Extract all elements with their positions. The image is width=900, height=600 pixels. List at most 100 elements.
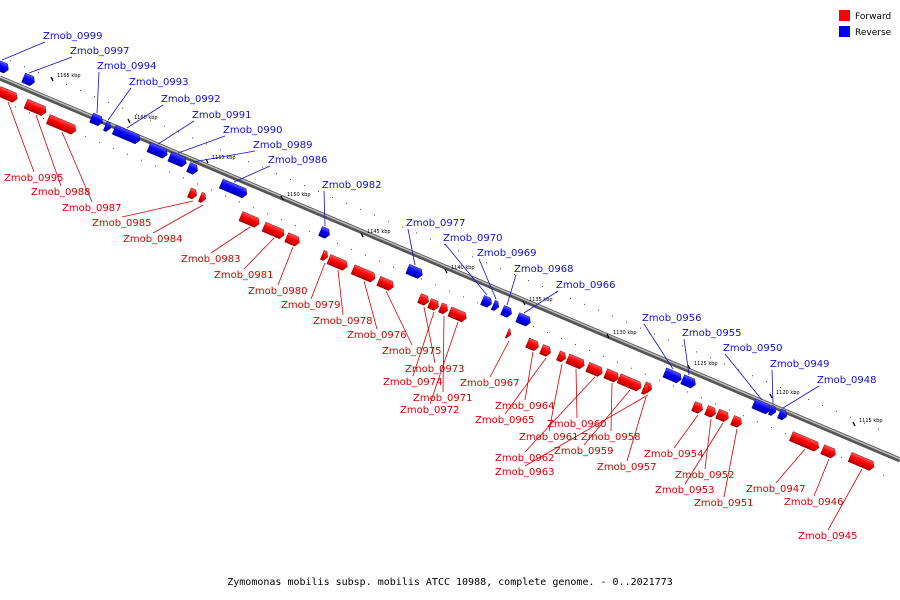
- tick-mark: [852, 421, 856, 427]
- spacer-dot: [253, 207, 254, 209]
- spacer-dot: [449, 290, 450, 292]
- gene-label: Zmob_0969: [477, 248, 537, 259]
- spacer-dot: [43, 118, 44, 120]
- spacer-dot: [617, 361, 618, 363]
- gene-label: Zmob_0970: [443, 233, 503, 244]
- spacer-dot: [388, 220, 389, 222]
- spacer-dot: [766, 381, 767, 383]
- spacer-dot: [841, 456, 842, 458]
- gene-zmob-0985: [187, 187, 197, 200]
- spacer-dot: [220, 149, 221, 151]
- gene-zmob-0958: [603, 368, 619, 383]
- gene-zmob-0956: [662, 367, 682, 384]
- spacer-dot: [729, 409, 730, 411]
- gene-label: Zmob_0954: [644, 449, 704, 460]
- gene-zmob-0961: [556, 350, 566, 363]
- spacer-dot: [211, 189, 212, 191]
- spacer-dot: [267, 213, 268, 215]
- gene-zmob-0950: [751, 398, 771, 415]
- gene-label: Zmob_0974: [383, 377, 443, 388]
- tick-mark: [522, 300, 526, 306]
- gene-zmob-0952: [704, 405, 716, 418]
- gene-zmob-0964: [525, 337, 539, 352]
- spacer-dot: [626, 321, 627, 323]
- gene-zmob-0945: [847, 452, 875, 471]
- spacer-dot: [15, 106, 16, 108]
- gene-zmob-0965: [539, 344, 551, 357]
- gene-zmob-0962: [585, 362, 603, 377]
- spacer-dot: [710, 357, 711, 359]
- spacer-dot: [561, 337, 562, 339]
- spacer-dot: [463, 296, 464, 298]
- gene-label: Zmob_0956: [642, 313, 702, 324]
- spacer-dot: [850, 416, 851, 418]
- tick-label: 1145 kbp: [367, 229, 391, 235]
- spacer-dot: [379, 260, 380, 262]
- tick-label: 1120 kbp: [776, 390, 800, 396]
- spacer-dot: [570, 297, 571, 299]
- spacer-dot: [178, 131, 179, 133]
- spacer-dot: [80, 89, 81, 91]
- spacer-dot: [248, 161, 249, 163]
- gene-label: Zmob_0986: [268, 155, 328, 166]
- gene-zmob-0954: [691, 401, 703, 414]
- spacer-dot: [66, 84, 67, 86]
- spacer-dot: [673, 385, 674, 387]
- tick-mark: [360, 232, 364, 238]
- gene-label: Zmob_0997: [70, 46, 130, 57]
- spacer-dot: [444, 244, 445, 246]
- gene-zmob-0976: [350, 264, 376, 283]
- gene-label: Zmob_0999: [43, 31, 103, 42]
- gene-label: Zmob_0957: [597, 462, 657, 473]
- gene-label: Zmob_0992: [161, 94, 221, 105]
- spacer-dot: [346, 202, 347, 204]
- spacer-dot: [365, 254, 366, 256]
- spacer-dot: [771, 427, 772, 429]
- spacer-dot: [533, 326, 534, 328]
- gene-zmob-0960: [565, 353, 585, 370]
- gene-zmob-0973: [417, 293, 429, 306]
- gene-zmob-0988: [23, 98, 47, 116]
- tick-mark: [50, 76, 54, 82]
- spacer-dot: [696, 351, 697, 353]
- gene-label: Zmob_0990: [223, 125, 283, 136]
- tick-label: 1150 kbp: [287, 192, 311, 198]
- spacer-dot: [715, 403, 716, 405]
- spacer-dot: [290, 179, 291, 181]
- gene-label: Zmob_0947: [746, 484, 806, 495]
- spacer-dot: [542, 286, 543, 288]
- spacer-dot: [794, 393, 795, 395]
- gene-label: Zmob_0981: [214, 270, 274, 281]
- spacer-dot: [514, 274, 515, 276]
- spacer-dot: [864, 422, 865, 424]
- gene-label: Zmob_0976: [347, 330, 407, 341]
- spacer-dot: [547, 332, 548, 334]
- tick-label: 1165 kbp: [57, 73, 81, 79]
- spacer-dot: [155, 165, 156, 167]
- spacer-dot: [262, 167, 263, 169]
- spacer-dot: [239, 201, 240, 203]
- gene-zmob-0971: [438, 302, 448, 315]
- spacer-dot: [701, 397, 702, 399]
- spacer-dot: [402, 226, 403, 228]
- gene-zmob-0972: [447, 306, 467, 323]
- spacer-dot: [654, 333, 655, 335]
- gene-zmob-0966: [515, 312, 531, 327]
- spacer-dot: [556, 291, 557, 293]
- gene-zmob-0993: [103, 120, 111, 132]
- spacer-dot: [878, 428, 879, 430]
- gene-label: Zmob_0958: [581, 432, 641, 443]
- gene-label: Zmob_0961: [519, 432, 579, 443]
- spacer-dot: [304, 185, 305, 187]
- gene-label: Zmob_0983: [181, 254, 241, 265]
- tick-label: 1140 kbp: [451, 265, 475, 271]
- spacer-dot: [10, 60, 11, 62]
- spacer-dot: [127, 153, 128, 155]
- scale-ticks: 1165 kbp 1160 kbp 1155 kbp 1150 kbp 1145 kbp…: [50, 73, 883, 427]
- gene-label: Zmob_0971: [413, 393, 473, 404]
- spacer-dot: [668, 339, 669, 341]
- gene-zmob-0982: [318, 226, 330, 239]
- spacer-dot: [374, 214, 375, 216]
- gene-label: Zmob_0987: [62, 203, 122, 214]
